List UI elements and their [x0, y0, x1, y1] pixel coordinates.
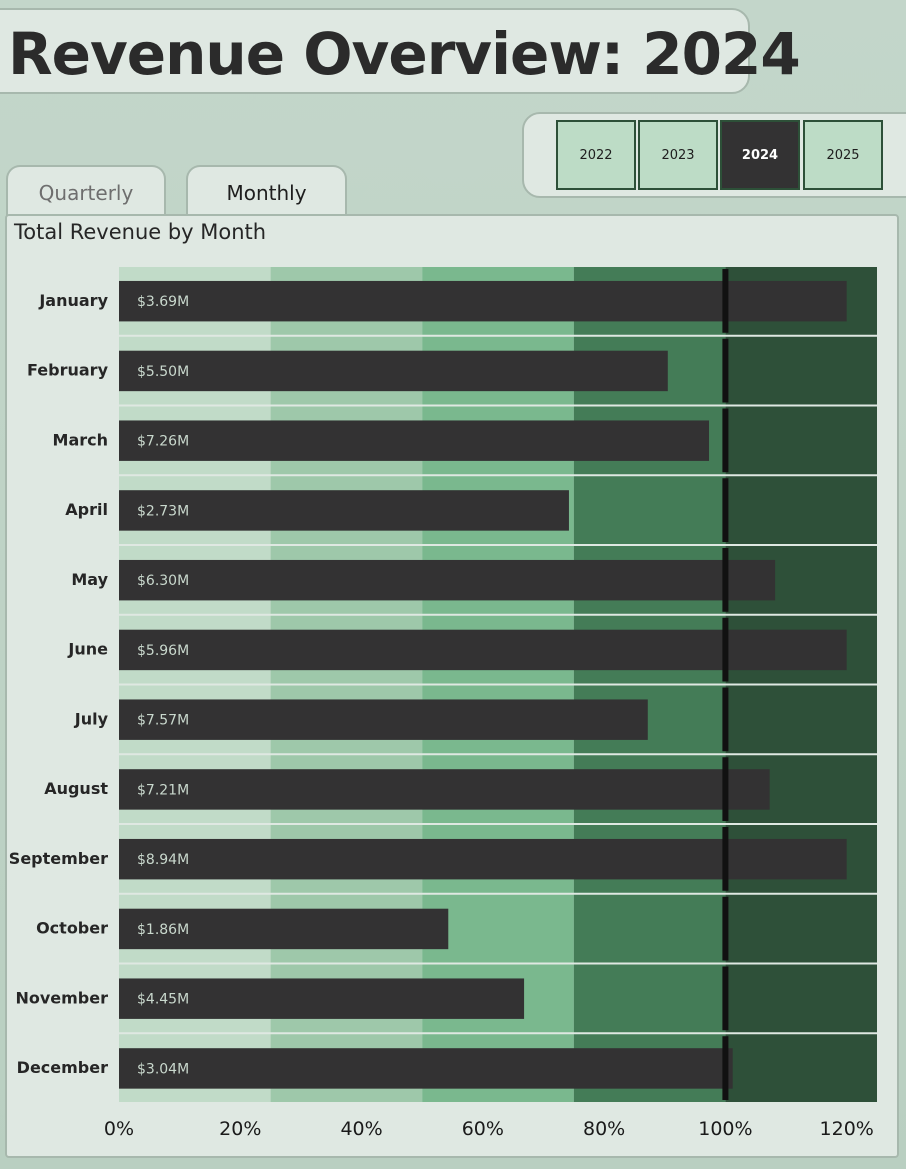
- target-marker-october: [722, 896, 729, 961]
- x-tick-label: 0%: [104, 1118, 134, 1140]
- category-label-september: September: [9, 849, 108, 868]
- bar-december: [119, 1048, 733, 1089]
- target-marker-august: [722, 757, 729, 821]
- target-marker-july: [722, 687, 729, 752]
- bar-june: [119, 629, 847, 671]
- band-75-100-10: [573, 894, 726, 963]
- value-label-june: $5.96M: [137, 643, 189, 659]
- value-label-september: $8.94M: [137, 852, 189, 868]
- band-100-125-4: [725, 476, 877, 544]
- target-marker-november: [722, 966, 729, 1031]
- x-tick-label: 80%: [583, 1118, 625, 1140]
- category-label-may: May: [71, 570, 108, 589]
- value-label-july: $7.57M: [137, 713, 189, 729]
- bar-february: [119, 350, 668, 392]
- band-100-125-12: [725, 1034, 877, 1102]
- category-label-november: November: [15, 988, 108, 1007]
- target-marker-september: [722, 827, 729, 891]
- x-tick-label: 40%: [340, 1118, 382, 1140]
- category-label-august: August: [44, 779, 108, 798]
- band-100-125-7: [725, 685, 877, 754]
- year-button-2023[interactable]: 2023: [638, 120, 718, 190]
- band-100-125-3: [725, 406, 877, 475]
- x-tick-label: 20%: [219, 1118, 261, 1140]
- x-tick-label: 60%: [462, 1118, 504, 1140]
- target-marker-february: [722, 338, 729, 403]
- value-label-april: $2.73M: [137, 503, 189, 519]
- bar-march: [119, 420, 710, 461]
- band-100-125-2: [725, 336, 877, 405]
- bar-september: [119, 838, 847, 880]
- value-label-august: $7.21M: [137, 782, 189, 798]
- band-75-100-4: [573, 476, 726, 544]
- target-marker-april: [722, 478, 729, 542]
- category-label-december: December: [17, 1058, 108, 1077]
- band-100-125-10: [725, 894, 877, 963]
- tab-monthly[interactable]: Monthly: [186, 165, 347, 217]
- bar-april: [119, 490, 569, 531]
- value-label-february: $5.50M: [137, 364, 189, 380]
- chart-title: Total Revenue by Month: [14, 220, 267, 244]
- value-label-january: $3.69M: [137, 294, 189, 310]
- target-marker-may: [722, 548, 729, 612]
- category-label-january: January: [38, 291, 108, 310]
- category-label-july: July: [74, 709, 109, 728]
- tab-quarterly[interactable]: Quarterly: [6, 165, 166, 217]
- category-label-april: April: [65, 500, 108, 519]
- target-marker-june: [722, 617, 729, 682]
- target-marker-march: [722, 408, 729, 473]
- page-title: Revenue Overview: 2024: [8, 20, 801, 88]
- bar-january: [119, 280, 847, 322]
- category-label-march: March: [53, 430, 108, 449]
- value-label-may: $6.30M: [137, 573, 189, 589]
- bar-may: [119, 559, 776, 601]
- category-label-june: June: [67, 640, 108, 659]
- bar-november: [119, 978, 525, 1019]
- title-box: [0, 8, 750, 94]
- bar-july: [119, 699, 648, 740]
- x-tick-label: 100%: [698, 1118, 752, 1140]
- target-marker-january: [722, 269, 729, 333]
- category-label-october: October: [36, 919, 108, 938]
- year-button-2025[interactable]: 2025: [803, 120, 883, 190]
- band-100-125-11: [725, 964, 877, 1033]
- value-label-november: $4.45M: [137, 992, 189, 1008]
- x-tick-label: 120%: [820, 1118, 874, 1140]
- value-label-december: $3.04M: [137, 1061, 189, 1077]
- bar-october: [119, 908, 449, 950]
- bar-august: [119, 769, 770, 810]
- value-label-march: $7.26M: [137, 434, 189, 450]
- category-label-february: February: [27, 361, 109, 380]
- year-button-2024[interactable]: 2024: [720, 120, 800, 190]
- band-75-100-11: [573, 964, 726, 1033]
- year-button-2022[interactable]: 2022: [556, 120, 636, 190]
- target-marker-december: [722, 1036, 729, 1100]
- value-label-october: $1.86M: [137, 922, 189, 938]
